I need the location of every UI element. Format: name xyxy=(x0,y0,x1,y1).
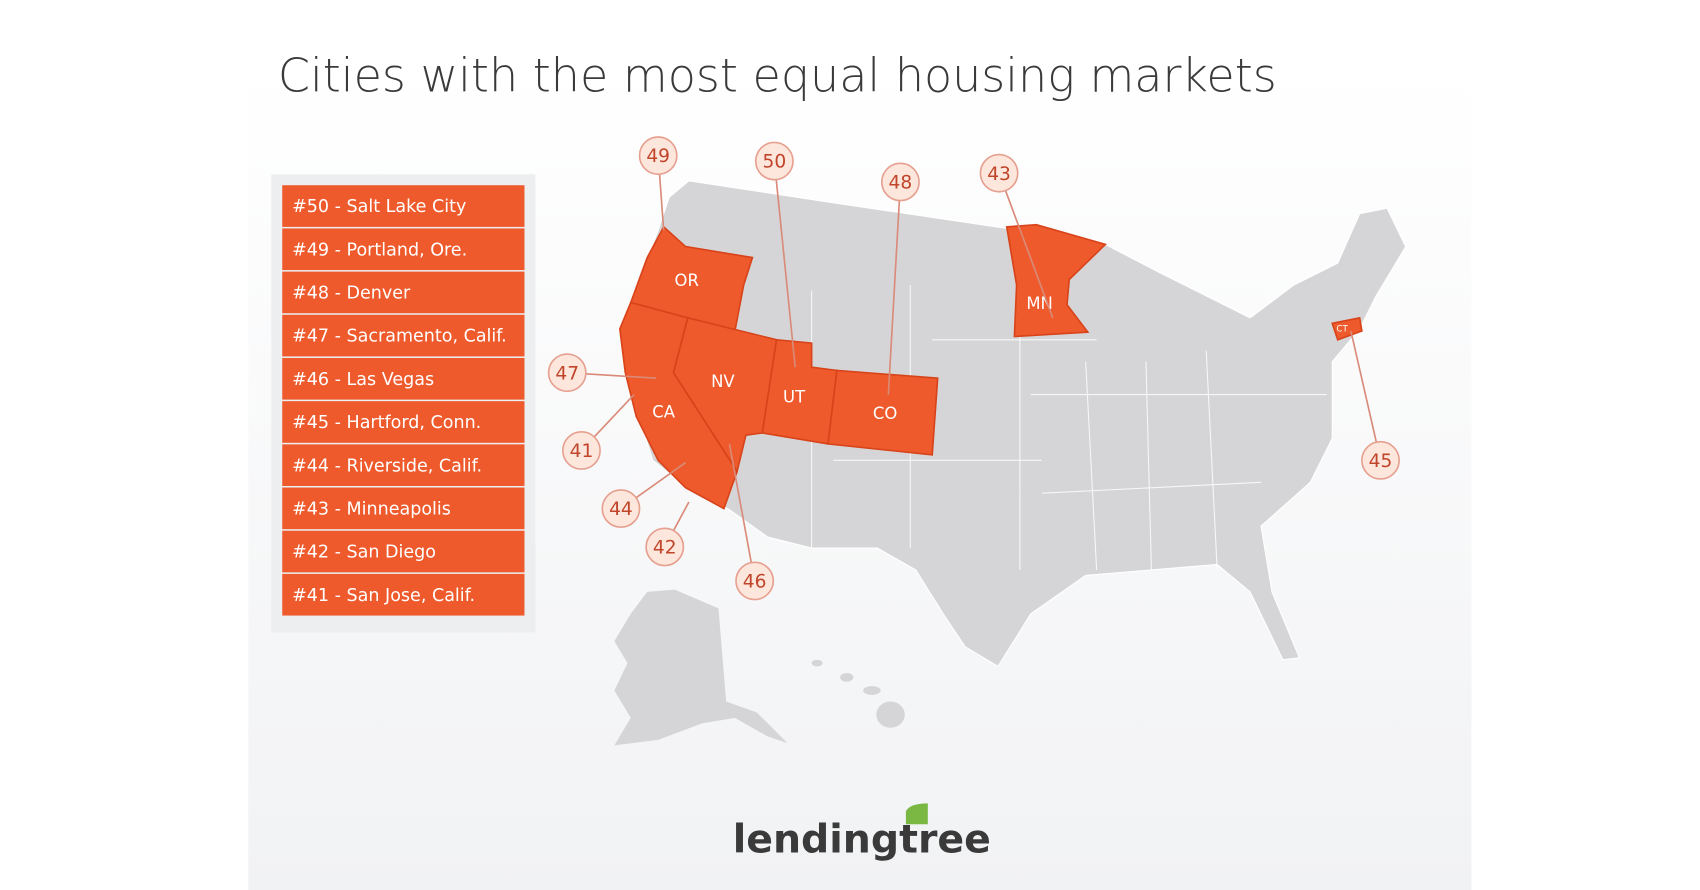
ranking-text: #48 - Denver xyxy=(292,284,411,304)
ranking-text: #41 - San Jose, Calif. xyxy=(292,586,475,606)
ranking-text: #43 - Minneapolis xyxy=(292,499,451,519)
state-mn xyxy=(1005,223,1107,338)
ranking-row xyxy=(282,271,525,314)
ranking-text: #45 - Hartford, Conn. xyxy=(292,413,481,433)
ranking-row xyxy=(282,530,525,573)
pin xyxy=(979,153,1019,193)
pin-label: 42 xyxy=(653,538,677,559)
state-label: CA xyxy=(652,403,675,422)
state-label: CO xyxy=(873,404,897,423)
pin-label: 46 xyxy=(743,572,767,593)
pin-label: 43 xyxy=(987,164,1011,185)
logo-text: lendingtree xyxy=(733,816,991,862)
ranking-text: #46 - Las Vegas xyxy=(292,370,434,390)
state-ct xyxy=(1331,316,1363,341)
ranking-row xyxy=(282,573,525,616)
pin-label: 48 xyxy=(889,173,913,194)
logo-leaf xyxy=(905,803,928,825)
pin xyxy=(754,141,794,181)
pin-line xyxy=(728,443,756,582)
state-co xyxy=(827,369,939,456)
pin-line xyxy=(998,172,1054,319)
pin xyxy=(562,431,601,470)
state-or xyxy=(629,225,754,333)
title: Cities with the most equal housing marke… xyxy=(278,48,1277,102)
pin-label: 45 xyxy=(1369,451,1393,472)
pin xyxy=(638,136,678,176)
pin xyxy=(735,561,775,601)
ranking-text: #42 - San Diego xyxy=(292,543,436,563)
pin-label: 41 xyxy=(570,441,594,462)
pin xyxy=(547,353,587,393)
state-label: CT xyxy=(1336,324,1348,334)
ranking-row xyxy=(282,444,525,486)
logo: lendingtree xyxy=(733,803,991,862)
ranking-row xyxy=(282,357,525,400)
ranking-text: #44 - Riverside, Calif. xyxy=(292,456,482,476)
state-label: MN xyxy=(1026,294,1052,313)
ranking-row xyxy=(282,185,525,227)
pin xyxy=(645,527,685,567)
state-label: NV xyxy=(711,372,735,391)
hawaii xyxy=(811,659,905,728)
state-label: UT xyxy=(783,387,806,406)
ranking-row xyxy=(282,401,525,443)
pin-label: 49 xyxy=(646,146,670,167)
pin-line xyxy=(773,161,797,368)
pin-label: 44 xyxy=(609,499,633,520)
alaska xyxy=(614,589,788,746)
map: OR CA NV UT CO MN CT xyxy=(614,180,1407,746)
pin xyxy=(1361,440,1400,480)
ranking-row xyxy=(282,487,525,530)
ranking-text: #49 - Portland, Ore. xyxy=(292,240,467,260)
pin xyxy=(601,489,641,529)
state-label: OR xyxy=(675,271,699,290)
pin xyxy=(880,162,920,202)
ranking-row xyxy=(282,228,525,271)
ranking-text: #50 - Salt Lake City xyxy=(292,197,466,217)
pin-line xyxy=(887,181,902,395)
pin-line xyxy=(1350,330,1382,461)
pin-label: 47 xyxy=(555,363,579,384)
ranking-row xyxy=(282,314,525,357)
ranking-text: #47 - Sacramento, Calif. xyxy=(292,327,507,347)
pin-label: 50 xyxy=(763,152,787,173)
